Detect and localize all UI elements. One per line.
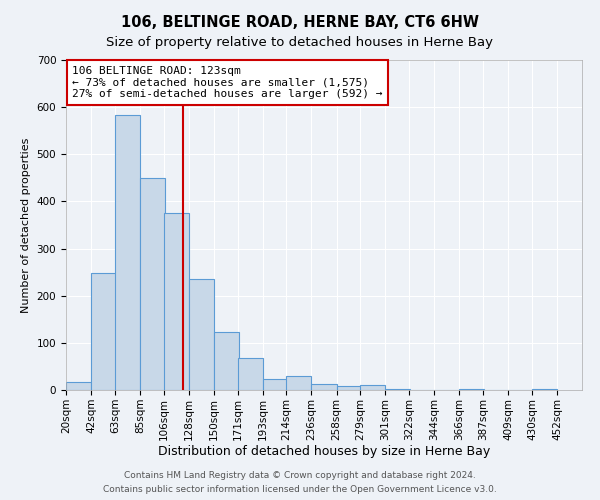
Bar — [189, 278, 214, 390]
Bar — [115, 115, 140, 390]
Bar — [164, 213, 189, 390]
Y-axis label: Number of detached properties: Number of detached properties — [21, 138, 31, 312]
Bar — [238, 358, 263, 390]
Bar — [66, 382, 91, 390]
Bar — [263, 378, 287, 390]
Text: 106 BELTINGE ROAD: 123sqm
← 73% of detached houses are smaller (1,575)
27% of se: 106 BELTINGE ROAD: 123sqm ← 73% of detac… — [72, 66, 383, 99]
Bar — [311, 384, 337, 390]
Text: 106, BELTINGE ROAD, HERNE BAY, CT6 6HW: 106, BELTINGE ROAD, HERNE BAY, CT6 6HW — [121, 15, 479, 30]
Bar — [286, 376, 311, 390]
Bar — [459, 389, 484, 390]
Bar — [532, 389, 557, 390]
Text: Size of property relative to detached houses in Herne Bay: Size of property relative to detached ho… — [107, 36, 493, 49]
Bar — [385, 389, 410, 390]
Bar — [214, 332, 239, 390]
Text: Contains HM Land Registry data © Crown copyright and database right 2024.: Contains HM Land Registry data © Crown c… — [124, 472, 476, 480]
Bar — [361, 386, 385, 390]
Bar — [91, 273, 116, 390]
Bar — [337, 386, 362, 390]
X-axis label: Distribution of detached houses by size in Herne Bay: Distribution of detached houses by size … — [158, 446, 490, 458]
Text: Contains public sector information licensed under the Open Government Licence v3: Contains public sector information licen… — [103, 484, 497, 494]
Bar — [140, 178, 165, 390]
